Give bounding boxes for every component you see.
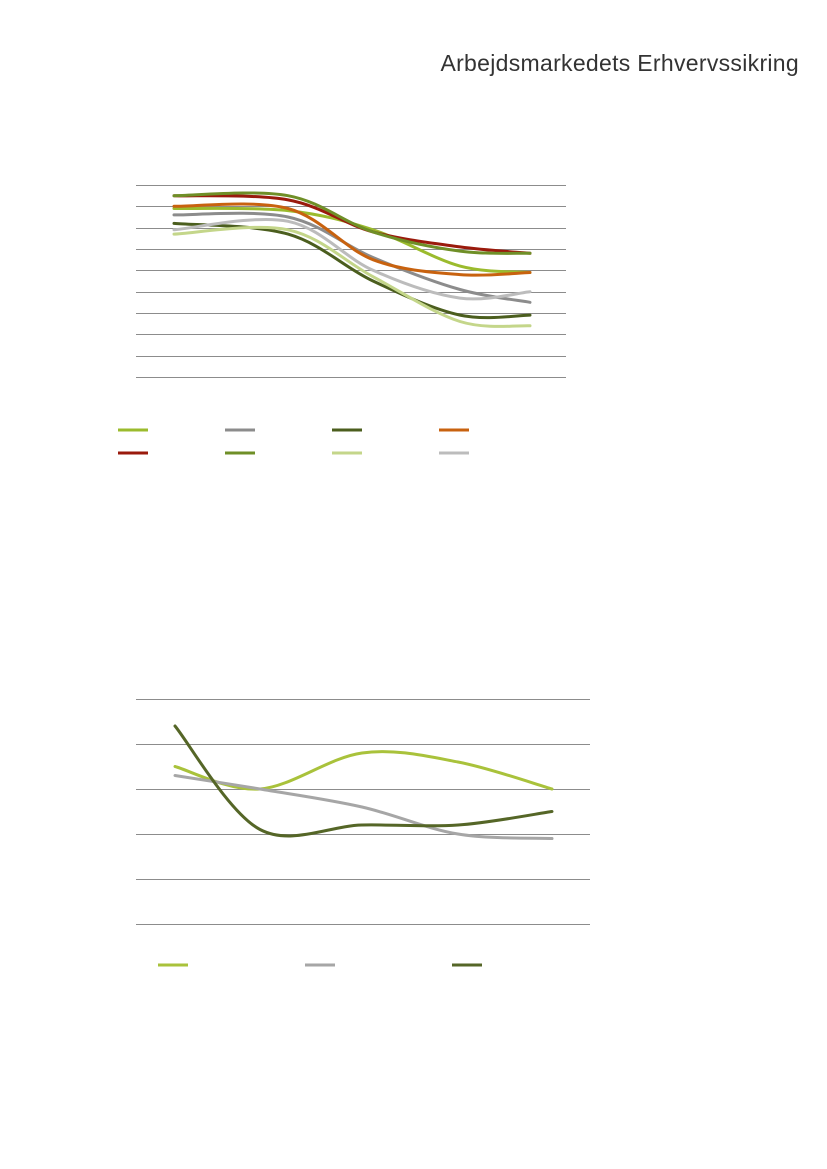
plot-area <box>172 191 532 328</box>
series-line-4 <box>172 202 532 277</box>
legend <box>118 428 469 455</box>
series-line-1 <box>173 750 554 791</box>
line-chart-2 <box>136 699 590 967</box>
series-line-8 <box>172 217 532 301</box>
series-line-7 <box>172 225 532 328</box>
gridlines <box>136 699 590 925</box>
series-line-6 <box>172 191 532 255</box>
page-title: Arbejdsmarkedets Erhvervssikring <box>440 50 799 76</box>
line-chart-1 <box>118 185 566 455</box>
series-line-2 <box>172 211 532 304</box>
series-line-1 <box>172 206 532 274</box>
gridlines <box>136 185 566 378</box>
series-line-3 <box>173 724 554 838</box>
plot-area <box>173 724 554 840</box>
series-line-2 <box>173 774 554 840</box>
